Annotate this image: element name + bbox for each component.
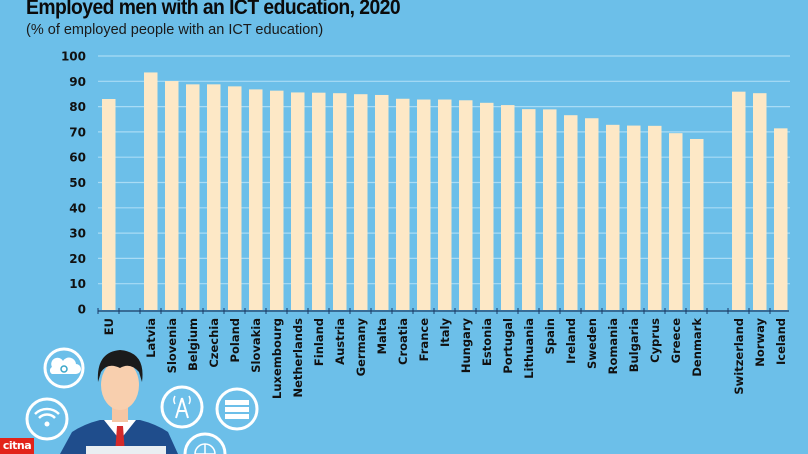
- illustration: [25, 347, 259, 454]
- bar-slovakia: [249, 89, 263, 311]
- bar-slovenia: [165, 81, 179, 310]
- bars: [102, 72, 788, 311]
- x-tick-label: Slovenia: [165, 318, 179, 373]
- bar-germany: [354, 94, 368, 310]
- x-tick-label: Ireland: [564, 318, 578, 364]
- x-tick-label: Luxembourg: [270, 318, 284, 399]
- globe-icon: [183, 432, 227, 454]
- bar-netherlands: [291, 92, 305, 310]
- bar-sweden: [585, 118, 599, 310]
- y-tick-label: 50: [69, 176, 86, 190]
- y-tick-label: 90: [69, 75, 86, 89]
- wifi-icon: [25, 397, 69, 441]
- bar-luxembourg: [270, 90, 284, 310]
- bar-croatia: [396, 98, 410, 310]
- bar-norway: [753, 93, 767, 310]
- y-tick-label: 20: [69, 252, 86, 266]
- x-tick-label: Czechia: [207, 318, 221, 368]
- y-tick-label: 100: [61, 50, 86, 64]
- y-tick-label: 40: [69, 201, 86, 215]
- x-tick-label: Switzerland: [732, 318, 746, 395]
- bar-italy: [438, 99, 452, 311]
- bar-malta: [375, 94, 389, 310]
- y-tick-label: 60: [69, 151, 86, 165]
- x-tick-label: Cyprus: [648, 318, 662, 363]
- x-tick-label: Malta: [375, 318, 389, 354]
- antenna-tower-icon: [160, 385, 204, 429]
- bar-switzerland: [732, 91, 746, 310]
- cloud-sync-icon: [43, 347, 85, 389]
- bar-belgium: [186, 84, 200, 310]
- x-tick-label: Romania: [606, 318, 620, 374]
- x-tick-label: Spain: [543, 318, 557, 354]
- x-tick-label: Finland: [312, 318, 326, 366]
- bar-romania: [606, 124, 620, 310]
- bar-eu: [102, 99, 116, 310]
- chart-title: Employed men with an ICT education, 2020: [26, 0, 401, 19]
- x-tick-label: Sweden: [585, 318, 599, 369]
- x-tick-label: Iceland: [774, 318, 788, 365]
- bar-bulgaria: [627, 125, 641, 310]
- y-tick-label: 30: [69, 227, 86, 241]
- x-tick-label: Slovakia: [249, 318, 263, 373]
- x-axis: [97, 308, 789, 314]
- bar-hungary: [459, 100, 473, 311]
- x-tick-label: France: [417, 318, 431, 362]
- x-tick-label: Greece: [669, 318, 683, 364]
- bar-greece: [669, 133, 683, 310]
- bar-lithuania: [522, 109, 536, 310]
- x-tick-label: Lithuania: [522, 318, 536, 379]
- x-axis-labels: EU Latvia Slovenia Belgium Czechia Poland Slov…: [102, 318, 788, 399]
- x-tick-label: Belgium: [186, 318, 200, 371]
- y-tick-label: 80: [69, 100, 86, 114]
- y-tick-label: 70: [69, 125, 86, 139]
- bar-estonia: [480, 102, 494, 311]
- bar-spain: [543, 109, 557, 311]
- bar-ireland: [564, 115, 578, 311]
- bar-cyprus: [648, 125, 662, 310]
- x-tick-label: Poland: [228, 318, 242, 362]
- watermark-logo: citna: [0, 438, 34, 454]
- bar-france: [417, 99, 431, 311]
- bar-denmark: [690, 138, 704, 310]
- x-tick-label: Austria: [333, 318, 347, 365]
- x-tick-label: Germany: [354, 318, 368, 377]
- x-tick-label: Estonia: [480, 318, 494, 366]
- server-icon: [215, 387, 259, 431]
- bar-portugal: [501, 105, 515, 310]
- bar-iceland: [774, 128, 788, 310]
- x-tick-label: Norway: [753, 318, 767, 367]
- bar-czechia: [207, 84, 221, 310]
- x-tick-label: Portugal: [501, 318, 515, 374]
- x-tick-label: Netherlands: [291, 318, 305, 398]
- person-illustration: [60, 350, 178, 454]
- y-tick-label: 0: [78, 303, 86, 317]
- y-axis-ticks: 0 10 20 30 40 50 60 70 80 90 100: [61, 50, 86, 317]
- bar-latvia: [144, 72, 158, 310]
- x-tick-label: Croatia: [396, 318, 410, 365]
- y-tick-label: 10: [69, 277, 86, 291]
- x-tick-label: Hungary: [459, 318, 473, 374]
- x-tick-label: Italy: [438, 318, 452, 347]
- bar-poland: [228, 86, 242, 310]
- bar-finland: [312, 92, 326, 310]
- x-tick-label: Denmark: [690, 318, 704, 377]
- x-tick-label: Latvia: [144, 318, 158, 358]
- chart-subtitle: (% of employed people with an ICT educat…: [26, 22, 324, 38]
- x-tick-label: EU: [102, 318, 116, 335]
- x-tick-label: Bulgaria: [627, 318, 641, 372]
- bar-austria: [333, 93, 347, 310]
